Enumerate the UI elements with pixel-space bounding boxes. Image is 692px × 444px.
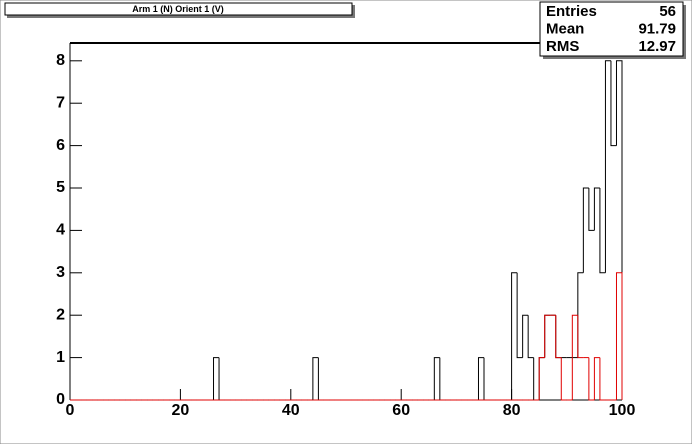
histogram-bin — [433, 357, 440, 400]
histogram-bin — [588, 357, 595, 401]
stats-value: 56 — [659, 3, 676, 20]
stats-value: 12.97 — [638, 38, 676, 55]
stats-label: Entries — [546, 3, 597, 20]
histogram-bin — [599, 357, 606, 401]
x-tick-label: 0 — [66, 402, 75, 419]
histogram-bin — [511, 272, 518, 400]
y-tick-label: 6 — [56, 137, 65, 154]
histogram-bin — [604, 60, 611, 273]
y-tick-label: 8 — [56, 52, 65, 69]
histogram-bin — [555, 315, 562, 359]
plot-frame — [70, 43, 622, 400]
histogram-bin — [615, 272, 623, 400]
stats-box — [539, 1, 684, 57]
histogram-bin — [615, 60, 623, 400]
x-tick-label: 20 — [172, 402, 190, 419]
histogram-bin — [213, 357, 220, 400]
x-tick-label: 100 — [609, 402, 636, 419]
title-box — [4, 2, 353, 16]
histogram-bin — [538, 357, 545, 400]
stats-value: 91.79 — [638, 20, 676, 37]
histogram-bin — [610, 60, 617, 147]
stats-label: Mean — [546, 20, 584, 37]
y-tick-label: 3 — [56, 264, 65, 281]
histogram-bin — [560, 357, 567, 401]
histogram-bin — [593, 187, 600, 231]
y-tick-label: 5 — [56, 179, 65, 196]
y-tick-label: 4 — [56, 222, 65, 239]
histogram-bin — [582, 187, 589, 273]
histogram-bin — [477, 357, 484, 400]
x-tick-label: 80 — [503, 402, 521, 419]
y-tick-label: 0 — [56, 391, 65, 408]
x-tick-label: 40 — [282, 402, 300, 419]
histogram-bin — [599, 188, 606, 274]
chart-title: Arm 1 (N) Orient 1 (V) — [132, 4, 224, 14]
histogram-bin — [593, 357, 600, 400]
y-tick-label: 1 — [56, 349, 65, 366]
x-tick-label: 60 — [392, 402, 410, 419]
histogram-bin — [571, 314, 578, 400]
histogram-bin — [588, 188, 595, 231]
histogram-bin — [312, 357, 319, 400]
histogram-bin — [527, 315, 534, 359]
stats-label: RMS — [546, 38, 579, 55]
histogram-bin — [577, 315, 584, 359]
histogram-bin — [522, 314, 529, 358]
histogram-bin — [544, 314, 551, 358]
y-tick-label: 7 — [56, 94, 65, 111]
y-tick-label: 2 — [56, 306, 65, 323]
histogram-bin — [516, 272, 523, 359]
